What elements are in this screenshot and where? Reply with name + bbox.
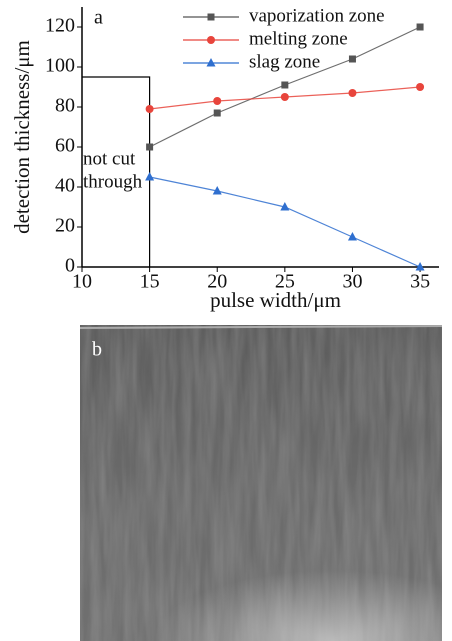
- legend-marker: [206, 58, 216, 67]
- point-marker: [213, 109, 221, 117]
- point-marker: [348, 55, 356, 63]
- y-tick-label: 80: [55, 95, 75, 117]
- point-marker: [347, 232, 357, 241]
- y-tick-label: 40: [55, 175, 75, 197]
- y-tick-label: 100: [45, 55, 75, 77]
- point-marker: [212, 186, 222, 195]
- x-tick-label: 35: [410, 271, 430, 293]
- point-marker: [416, 83, 425, 91]
- legend-label: melting zone: [249, 28, 348, 49]
- point-marker: [415, 262, 425, 271]
- point-marker: [416, 23, 424, 31]
- sem-edge: [79, 325, 443, 329]
- legend-marker: [207, 13, 215, 21]
- series-line: [149, 176, 421, 268]
- annotation: not cut: [83, 148, 136, 169]
- y-tick-label: 60: [55, 135, 75, 157]
- legend-marker: [207, 36, 215, 44]
- sem-highlight: [80, 500, 442, 641]
- y-tick-label: 0: [65, 255, 75, 277]
- panel-label: a: [94, 7, 103, 29]
- legend-label: slag zone: [249, 51, 320, 72]
- point-marker: [145, 172, 155, 181]
- point-marker: [281, 81, 289, 89]
- y-tick-label: 20: [55, 215, 75, 237]
- point-marker: [280, 93, 289, 101]
- point-marker: [348, 89, 357, 97]
- cut-boundary: [82, 76, 151, 267]
- point-marker: [280, 202, 290, 211]
- annotation: through: [83, 171, 143, 192]
- x-axis-label: pulse width/μm: [210, 288, 341, 312]
- point-marker: [213, 97, 222, 105]
- x-tick-label: 10: [72, 271, 92, 293]
- legend-label: vaporization zone: [249, 5, 385, 26]
- point-marker: [145, 105, 154, 113]
- x-tick-label: 20: [207, 271, 227, 293]
- panel-label: b: [92, 339, 102, 361]
- sem-panel: b: [79, 325, 443, 641]
- point-marker: [146, 143, 154, 151]
- y-axis-label: detection thickness/μm: [10, 40, 34, 234]
- x-tick-label: 30: [342, 271, 362, 293]
- x-tick-label: 15: [140, 271, 160, 293]
- y-tick-label: 120: [45, 15, 75, 37]
- x-tick-label: 25: [275, 271, 295, 293]
